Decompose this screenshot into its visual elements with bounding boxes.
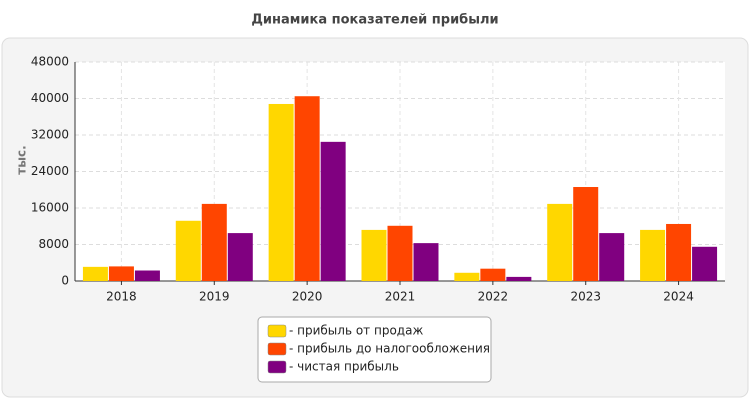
legend-label: - прибыль до налогообложения <box>289 342 490 356</box>
y-tick-label: 48000 <box>31 55 69 69</box>
bar <box>547 203 573 281</box>
y-tick-label: 8000 <box>38 237 69 251</box>
bar <box>134 270 160 281</box>
chart-title: Динамика показателей прибыли <box>251 13 498 28</box>
x-tick-label: 2022 <box>478 290 509 304</box>
y-tick-label: 24000 <box>31 164 69 178</box>
x-tick-label: 2024 <box>663 290 694 304</box>
bar <box>413 243 439 281</box>
bar <box>506 276 532 281</box>
bar <box>320 141 346 281</box>
legend-swatch <box>267 324 287 338</box>
y-tick-label: 40000 <box>31 91 69 105</box>
x-tick-label: 2020 <box>292 290 323 304</box>
x-tick-label: 2018 <box>106 290 137 304</box>
legend-swatch <box>267 360 287 374</box>
bar <box>387 225 413 281</box>
bar <box>573 187 599 281</box>
y-axis-label: тыс. <box>15 145 29 174</box>
bar <box>599 233 625 281</box>
legend-label: - прибыль от продаж <box>289 324 423 338</box>
bar <box>480 268 506 281</box>
x-tick-label: 2023 <box>570 290 601 304</box>
bar <box>666 223 692 281</box>
x-tick-label: 2019 <box>199 290 230 304</box>
bar <box>82 266 108 281</box>
bar <box>692 246 718 281</box>
bar <box>268 103 294 281</box>
x-tick-label: 2021 <box>385 290 416 304</box>
bar <box>227 233 253 281</box>
bar <box>201 203 227 281</box>
y-tick-label: 32000 <box>31 128 69 142</box>
bar <box>361 229 387 281</box>
bar <box>108 266 134 281</box>
legend-label: - чистая прибыль <box>289 360 399 374</box>
y-tick-label: 0 <box>61 274 69 288</box>
bar <box>175 220 201 281</box>
legend <box>257 316 492 383</box>
bar <box>294 96 320 281</box>
y-tick-label: 16000 <box>31 201 69 215</box>
bar <box>454 272 480 281</box>
legend-swatch <box>267 342 287 356</box>
bar <box>640 229 666 281</box>
